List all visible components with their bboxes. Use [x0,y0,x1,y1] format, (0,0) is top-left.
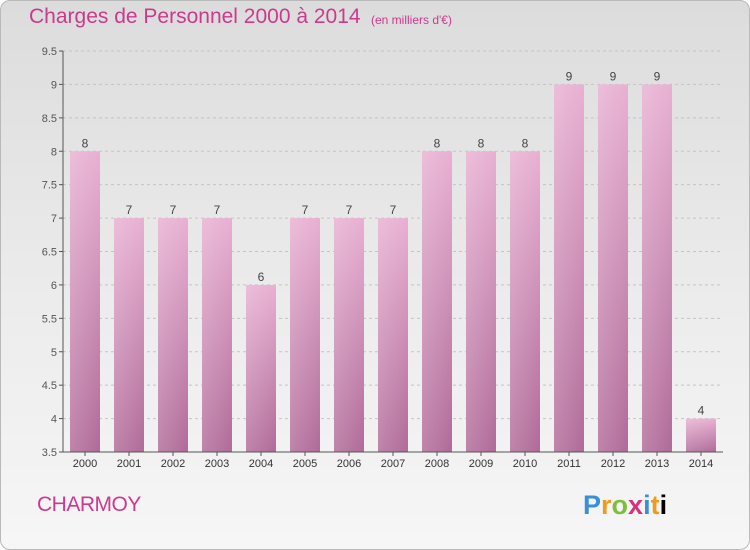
value-label: 7 [214,203,221,217]
bar-highlight [290,218,320,452]
bar-highlight [510,151,540,452]
value-label: 8 [522,136,529,150]
y-tick-label: 5.5 [42,313,57,325]
axis-layer: 3.5 4 4.5 5 5.5 6 6.5 7 7.5 8 8.5 9 9.5 2000 2001 2002 2… [42,46,723,470]
value-label: 7 [346,203,353,217]
commune-name: CHARMOY [37,493,141,516]
x-tick-label: 2007 [381,458,405,470]
y-tick-label: 7 [51,213,57,225]
y-tick-label: 6.5 [42,247,57,259]
y-tick-label: 3.5 [42,447,57,459]
x-tick-label: 2001 [117,458,141,470]
bar-highlight [114,218,144,452]
y-tick-label: 9.5 [42,46,57,58]
value-label: 7 [126,203,133,217]
bar-layer: 8 7 7 7 6 7 7 7 8 8 8 9 9 9 4 [70,69,716,453]
value-label: 8 [478,136,485,150]
x-tick-label: 2005 [293,458,317,470]
bar-highlight [466,151,496,452]
value-label: 6 [258,270,265,284]
bar-highlight [70,151,100,452]
value-label: 9 [610,69,617,83]
value-label: 8 [434,136,441,150]
x-tick-label: 2013 [645,458,669,470]
bar-highlight [422,151,452,452]
proxiti-logo: Proxiti [583,490,668,520]
x-tick-label: 2012 [601,458,625,470]
x-tick-label: 2009 [469,458,493,470]
chart-subtitle: (en milliers d'€) [371,13,452,27]
y-tick-label: 8.5 [42,113,57,125]
value-label: 9 [654,69,661,83]
bar-highlight [554,84,584,453]
y-tick-label: 6 [51,280,57,292]
x-tick-label: 2002 [161,458,185,470]
x-tick-label: 2010 [513,458,537,470]
bar-highlight [158,218,188,452]
y-tick-label: 9 [51,79,57,91]
value-label: 4 [698,404,705,418]
y-tick-label: 8 [51,146,57,158]
bar-highlight [202,218,232,452]
y-tick-label: 4.5 [42,380,57,392]
value-label: 7 [170,203,177,217]
value-label: 7 [390,203,397,217]
bar-highlight [378,218,408,452]
x-tick-label: 2000 [73,458,97,470]
y-tick-label: 7.5 [42,180,57,192]
chart-title: Charges de Personnel 2000 à 2014 [29,5,361,28]
x-tick-label: 2006 [337,458,361,470]
bar-highlight [642,84,672,453]
value-label: 9 [566,69,573,83]
x-tick-label: 2004 [249,458,273,470]
value-label: 7 [302,203,309,217]
y-tick-label: 4 [51,414,57,426]
x-tick-label: 2008 [425,458,449,470]
bar-highlight [334,218,364,452]
x-tick-label: 2011 [557,458,581,470]
value-label: 8 [82,136,89,150]
y-tick-label: 5 [51,347,57,359]
x-tick-label: 2014 [689,458,713,470]
bar-highlight [598,84,628,453]
x-tick-label: 2003 [205,458,229,470]
bar-highlight [246,284,276,452]
bar-highlight [686,418,716,452]
